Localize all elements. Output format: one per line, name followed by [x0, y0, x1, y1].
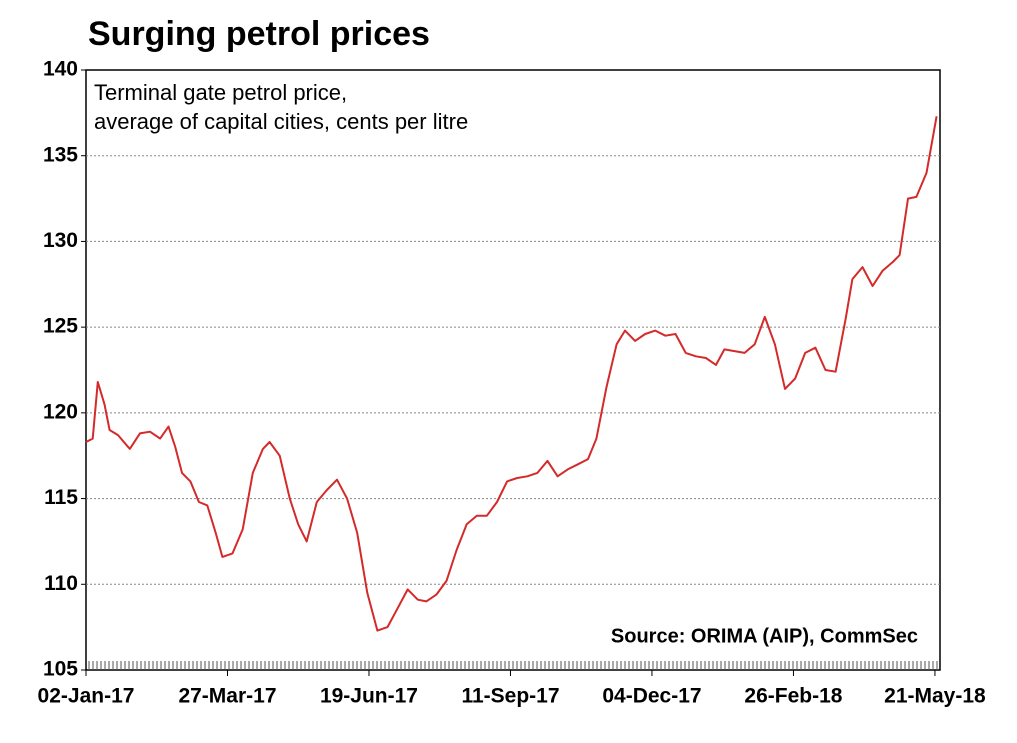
y-tick-label: 130: [43, 229, 78, 252]
subtitle: Terminal gate petrol price,: [94, 80, 347, 105]
x-tick-label: 04-Dec-17: [602, 685, 701, 708]
x-tick-label: 19-Jun-17: [320, 685, 418, 708]
y-tick-label: 125: [43, 315, 78, 338]
x-tick-label: 21-May-18: [884, 685, 986, 708]
line-series: [85, 116, 938, 632]
subtitle: average of capital cities, cents per lit…: [94, 109, 468, 134]
x-tick-label: 26-Feb-18: [744, 685, 842, 708]
y-tick-label: 105: [43, 658, 78, 681]
x-tick-label: 11-Sep-17: [461, 685, 559, 708]
x-tick-label: 02-Jan-17: [38, 685, 135, 708]
plot-frame: [85, 69, 941, 671]
y-tick-label: 140: [43, 58, 78, 81]
y-tick-label: 110: [44, 572, 78, 595]
chart-title: Surging petrol prices: [88, 15, 430, 53]
x-tick-label: 27-Mar-17: [178, 685, 276, 708]
source-note: Source: ORIMA (AIP), CommSec: [611, 625, 918, 647]
y-tick-label: 115: [44, 486, 78, 509]
y-tick-label: 120: [43, 400, 78, 423]
y-tick-label: 135: [43, 143, 78, 166]
axis-hatch: [86, 661, 940, 670]
